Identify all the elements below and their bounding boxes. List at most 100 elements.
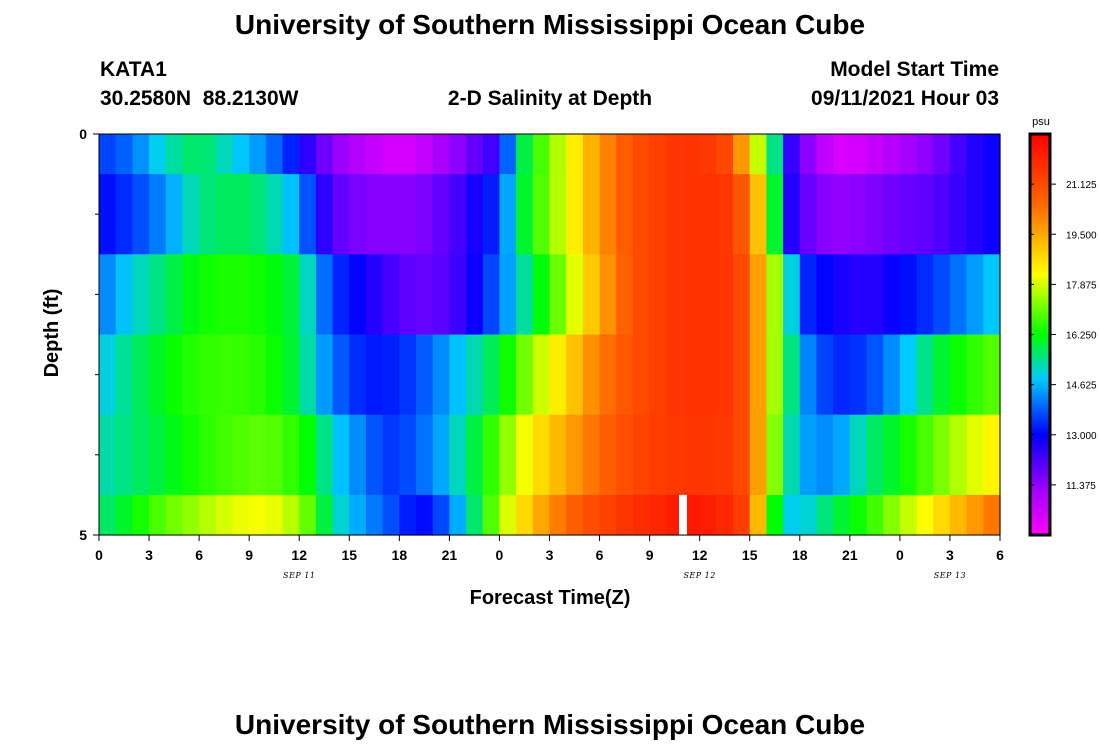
date-label: SEP 11 [283,571,315,580]
heatmap-cell [716,254,734,336]
heatmap-cell [749,334,768,416]
heatmap-cell [966,334,984,416]
heatmap-cell [766,254,784,336]
page-title: University of Southern Mississippi Ocean… [235,9,865,40]
heatmap-cell [783,174,801,255]
heatmap-cell [332,174,350,255]
heatmap-cell [749,414,768,496]
heatmap-cell [532,134,551,175]
heatmap-cell [332,134,350,175]
heatmap-cell [499,254,517,336]
heatmap-cell [883,134,901,175]
heatmap-cell [99,334,117,416]
heatmap-cell [816,254,834,336]
colorbar-tick-label: 13.000 [1066,431,1097,442]
heatmap-cell [432,414,450,496]
heatmap-cell [983,494,1001,536]
heatmap-cell [599,134,617,175]
heatmap-cell [883,334,901,416]
heatmap-cell [599,414,617,496]
x-tick-label: 6 [996,547,1004,563]
heatmap-cell [165,334,184,416]
heatmap-cell [182,414,200,496]
heatmap-cell [115,134,133,175]
y-tick-label: 5 [79,527,87,543]
heatmap-cell [733,494,751,536]
heatmap-cell [966,254,984,336]
heatmap-cell [566,134,584,175]
heatmap-cell [349,254,367,336]
heatmap-cell [949,494,968,536]
heatmap-cell [365,494,384,536]
heatmap-cell [799,134,818,175]
heatmap-cell [516,494,534,536]
heatmap-cell [182,334,200,416]
heatmap-cell [599,254,617,336]
heatmap-cell [249,494,267,536]
heatmap-cell [99,414,117,496]
heatmap-cell [199,494,217,536]
heatmap-cell [449,414,467,496]
heatmap-cell [182,174,200,255]
heatmap-cell [616,494,634,536]
heatmap-cell [449,174,467,255]
heatmap-cell [582,174,601,255]
heatmap-cell [632,334,651,416]
heatmap-cell [866,174,884,255]
heatmap-cell [666,134,684,175]
heatmap-cell [749,134,768,175]
heatmap-cell [849,254,868,336]
heatmap-cell [682,134,701,175]
heatmap-cell [566,334,584,416]
heatmap-cell [849,334,868,416]
heatmap-cell [315,254,334,336]
heatmap-cell [199,414,217,496]
heatmap-cell [332,334,350,416]
heatmap-cell [699,174,717,255]
heatmap-cell [916,174,934,255]
heatmap-cell [866,254,884,336]
heatmap-cell [816,494,834,536]
heatmap-cell [449,494,467,536]
heatmap-cell [883,494,901,536]
heatmap-cell [949,334,968,416]
heatmap-cell [399,494,417,536]
heatmap-cell [466,334,484,416]
x-tick-label: 21 [842,547,858,563]
heatmap-cell [699,134,717,175]
heatmap-cell [783,414,801,496]
heatmap-cell [632,414,651,496]
heatmap-cell [115,494,133,536]
heatmap-cell [199,254,217,336]
heatmap-cell [816,174,834,255]
heatmap-cell [666,334,684,416]
heatmap-cell [549,414,567,496]
model-start-time: 09/11/2021 Hour 03 [811,87,999,110]
heatmap-cell [482,334,501,416]
heatmap-cell [849,134,868,175]
heatmap-cell [199,334,217,416]
heatmap-cell [382,414,400,496]
heatmap-cell [833,494,851,536]
x-tick-label: 0 [496,547,504,563]
heatmap-cell [282,414,300,496]
heatmap-cell [99,174,117,255]
heatmap-cell [215,134,234,175]
heatmap-cell [983,414,1001,496]
heatmap-cell [933,494,951,536]
colorbar-unit: psu [1032,116,1050,128]
heatmap-cell [282,174,300,255]
heatmap-cell [199,174,217,255]
y-axis: 05 [79,126,99,543]
heatmap-cell [182,134,200,175]
heatmap-cell [549,174,567,255]
heatmap-cell [499,414,517,496]
heatmap-cell [966,134,984,175]
heatmap-cell [532,174,551,255]
heatmap-cell [849,174,868,255]
heatmap-cell [916,414,934,496]
heatmap-cell [933,174,951,255]
colorbar-tick-label: 17.875 [1066,280,1097,291]
heatmap-cell [682,254,701,336]
